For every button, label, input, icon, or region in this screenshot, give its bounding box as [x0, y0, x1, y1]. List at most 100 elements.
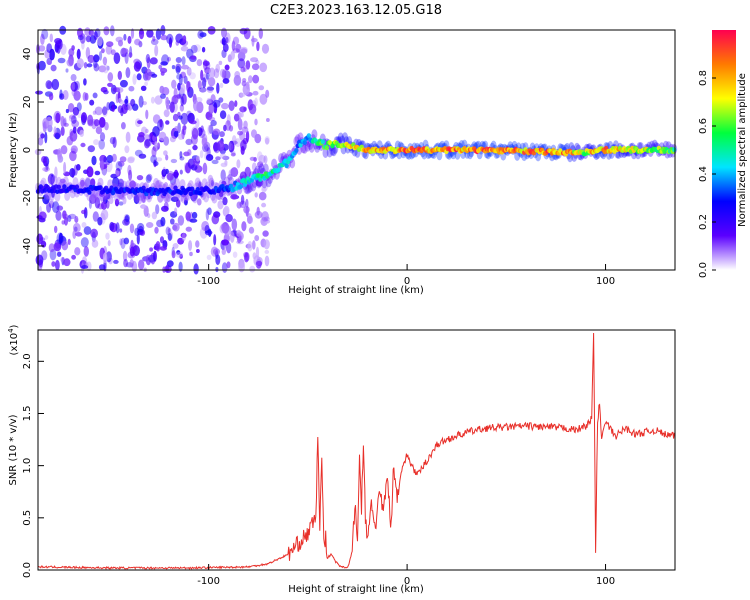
ridge-blob: [294, 148, 299, 153]
noise-blob: [191, 211, 198, 219]
ridge-blob: [324, 145, 330, 151]
ridge-blob: [55, 176, 62, 187]
x-tick-label: 100: [596, 576, 615, 587]
noise-blob: [170, 158, 178, 164]
noise-blob: [122, 196, 127, 205]
noise-blob: [79, 129, 84, 137]
noise-blob: [163, 150, 168, 156]
noise-blob: [112, 87, 121, 93]
noise-blob: [146, 29, 154, 38]
noise-blob: [217, 200, 224, 210]
noise-blob: [228, 169, 236, 177]
noise-blob: [105, 160, 113, 173]
ridge-blob: [326, 147, 333, 158]
noise-blob: [211, 159, 219, 165]
noise-blob: [67, 215, 72, 222]
ridge-blob: [322, 148, 329, 158]
noise-blob: [65, 108, 69, 114]
spectrogram-y-ticks: -40 -20 0 20 40: [22, 48, 44, 254]
noise-blob: [50, 64, 57, 72]
noise-blob: [222, 43, 229, 53]
noise-blob: [119, 228, 123, 233]
noise-blob: [251, 129, 257, 138]
noise-blob: [45, 80, 52, 90]
ridge-blob: [254, 165, 261, 176]
noise-blob: [252, 240, 256, 250]
noise-blob: [228, 100, 235, 112]
noise-blob: [73, 164, 78, 176]
noise-blob: [240, 48, 248, 55]
noise-blob: [86, 63, 93, 68]
noise-blob: [236, 159, 241, 169]
noise-blob: [259, 62, 268, 73]
noise-blob: [117, 160, 125, 167]
noise-blob: [98, 117, 106, 128]
noise-blob: [240, 194, 245, 205]
noise-blob: [193, 263, 199, 275]
ridge-blob: [87, 190, 92, 195]
noise-blob: [201, 46, 206, 53]
noise-blob: [170, 218, 175, 225]
noise-blob: [128, 169, 133, 182]
noise-blob: [90, 228, 98, 238]
ridge-blob: [261, 178, 268, 189]
noise-blob: [87, 145, 96, 153]
noise-blob: [56, 232, 64, 245]
noise-blob: [207, 77, 216, 87]
noise-blob: [55, 112, 61, 124]
y-tick-label: -20: [22, 190, 33, 206]
snr-frame: [37, 329, 676, 571]
noise-blob: [67, 103, 75, 113]
ridge-blob: [100, 193, 107, 204]
noise-blob: [84, 92, 89, 101]
noise-blob: [68, 115, 74, 122]
noise-blob: [230, 50, 235, 60]
noise-blob: [56, 205, 64, 211]
noise-blob: [195, 118, 200, 129]
ridge-blob: [194, 177, 201, 188]
ridge-blob: [93, 188, 100, 199]
noise-blob: [105, 251, 112, 263]
colorbar-label: Normalized spectral amplitude: [737, 73, 748, 227]
noise-blob: [98, 65, 107, 73]
noise-blob: [93, 54, 100, 63]
noise-blob: [207, 207, 212, 215]
noise-blob: [183, 124, 187, 136]
noise-blob: [63, 161, 67, 174]
ridge-blob: [137, 190, 144, 201]
noise-blob: [63, 258, 71, 267]
x-tick-label: 0: [404, 576, 410, 587]
noise-blob: [92, 110, 97, 115]
ridge-blob: [330, 146, 337, 157]
noise-blob: [261, 43, 270, 54]
noise-blob: [165, 154, 169, 161]
ridge-blob: [246, 183, 253, 194]
noise-blob: [231, 218, 238, 231]
noise-blob: [66, 58, 74, 67]
noise-blob: [115, 93, 119, 104]
noise-blob: [234, 71, 241, 79]
noise-blob: [263, 155, 268, 164]
noise-blob: [149, 247, 154, 252]
noise-blob: [98, 139, 105, 150]
noise-blob: [232, 251, 238, 258]
colorbar: 0.0 0.2 0.4 0.6 0.8 Normalized spectral ampl…: [698, 30, 748, 278]
noise-blob: [51, 261, 56, 267]
noise-blob: [203, 59, 208, 71]
noise-blob: [106, 65, 110, 71]
noise-blob: [60, 115, 65, 128]
noise-blob: [70, 74, 77, 82]
ridge-blob: [190, 186, 195, 192]
noise-blob: [262, 230, 269, 237]
noise-blob: [175, 251, 184, 258]
noise-blob: [160, 216, 166, 227]
noise-blob: [38, 217, 46, 223]
noise-blob: [153, 161, 159, 167]
noise-blob: [201, 221, 210, 232]
noise-blob: [83, 226, 92, 235]
ridge-blob: [129, 179, 136, 190]
noise-blob: [247, 215, 253, 224]
ridge-blob: [141, 185, 146, 191]
ridge-blob: [51, 175, 58, 186]
y-tick-label: 0.5: [22, 510, 33, 526]
